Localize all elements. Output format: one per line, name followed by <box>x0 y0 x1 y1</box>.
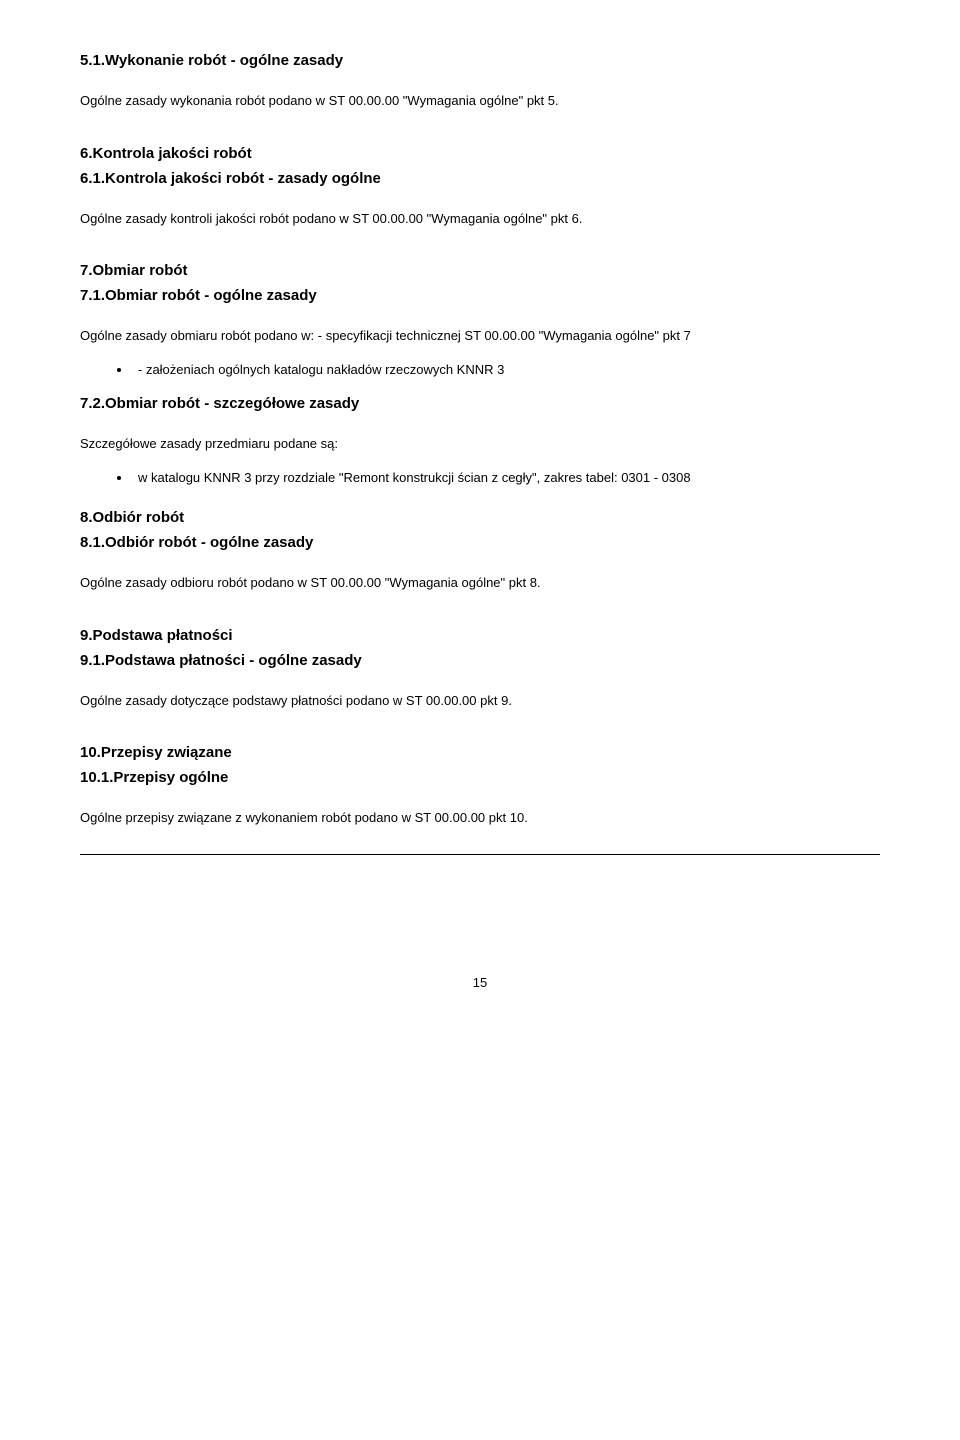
section-7-2-body: Szczegółowe zasady przedmiaru podane są: <box>80 434 880 454</box>
section-5-1-body: Ogólne zasady wykonania robót podano w S… <box>80 91 880 111</box>
section-9-1-body: Ogólne zasady dotyczące podstawy płatnoś… <box>80 691 880 711</box>
section-7-1-heading: 7.1.Obmiar robót - ogólne zasady <box>80 285 880 306</box>
section-7-1-body: Ogólne zasady obmiaru robót podano w: - … <box>80 326 880 346</box>
horizontal-rule <box>80 854 880 855</box>
section-7-2-list: w katalogu KNNR 3 przy rozdziale "Remont… <box>80 468 880 488</box>
list-item: w katalogu KNNR 3 przy rozdziale "Remont… <box>132 468 880 488</box>
page-container: 5.1.Wykonanie robót - ogólne zasady Ogól… <box>0 0 960 1033</box>
section-6-1-heading: 6.1.Kontrola jakości robót - zasady ogól… <box>80 168 880 189</box>
section-10-heading: 10.Przepisy związane <box>80 742 880 763</box>
section-7-2-heading: 7.2.Obmiar robót - szczegółowe zasady <box>80 393 880 414</box>
section-6-heading: 6.Kontrola jakości robót <box>80 143 880 164</box>
section-8-heading: 8.Odbiór robót <box>80 507 880 528</box>
section-7-heading: 7.Obmiar robót <box>80 260 880 281</box>
section-5-1-heading: 5.1.Wykonanie robót - ogólne zasady <box>80 50 880 71</box>
section-10-1-body: Ogólne przepisy związane z wykonaniem ro… <box>80 808 880 828</box>
section-8-1-body: Ogólne zasady odbioru robót podano w ST … <box>80 573 880 593</box>
section-9-heading: 9.Podstawa płatności <box>80 625 880 646</box>
section-6-1-body: Ogólne zasady kontroli jakości robót pod… <box>80 209 880 229</box>
list-item: - założeniach ogólnych katalogu nakładów… <box>132 360 880 380</box>
section-8-1-heading: 8.1.Odbiór robót - ogólne zasady <box>80 532 880 553</box>
page-number: 15 <box>80 975 880 990</box>
section-9-1-heading: 9.1.Podstawa płatności - ogólne zasady <box>80 650 880 671</box>
section-10-1-heading: 10.1.Przepisy ogólne <box>80 767 880 788</box>
section-7-1-list: - założeniach ogólnych katalogu nakładów… <box>80 360 880 380</box>
